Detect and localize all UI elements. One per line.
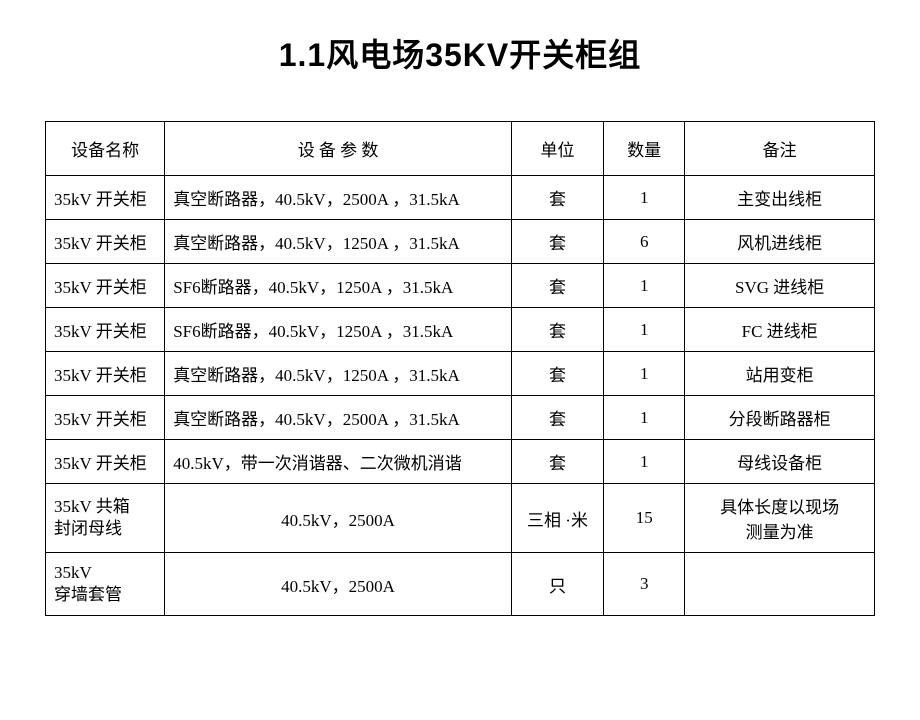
cell-quantity: 3 <box>604 553 685 616</box>
cell-quantity: 1 <box>604 308 685 352</box>
equipment-table: 设备名称 设 备 参 数 单位 数量 备注 35kV 开关柜真空断路器，40.5… <box>45 121 875 616</box>
cell-equipment-name: 35kV 开关柜 <box>46 352 165 396</box>
cell-unit: 套 <box>511 396 603 440</box>
cell-unit: 三相 ·米 <box>511 484 603 553</box>
cell-remark: FC 进线柜 <box>685 308 875 352</box>
cell-quantity: 6 <box>604 220 685 264</box>
cell-parameters: 真空断路器，40.5kV，1250A ，31.5kA <box>165 220 512 264</box>
cell-unit: 套 <box>511 440 603 484</box>
cell-unit: 套 <box>511 220 603 264</box>
table-row: 35kV 共箱 封闭母线40.5kV，2500A三相 ·米15具体长度以现场 测… <box>46 484 875 553</box>
cell-unit: 套 <box>511 352 603 396</box>
cell-quantity: 1 <box>604 264 685 308</box>
col-header-name: 设备名称 <box>46 122 165 176</box>
cell-equipment-name: 35kV 开关柜 <box>46 440 165 484</box>
cell-equipment-name: 35kV 开关柜 <box>46 396 165 440</box>
cell-equipment-name: 35kV 开关柜 <box>46 264 165 308</box>
cell-parameters: 真空断路器，40.5kV，2500A ，31.5kA <box>165 176 512 220</box>
table-row: 35kV 开关柜SF6断路器，40.5kV，1250A ，31.5kA套1FC … <box>46 308 875 352</box>
cell-unit: 套 <box>511 264 603 308</box>
cell-quantity: 15 <box>604 484 685 553</box>
cell-quantity: 1 <box>604 440 685 484</box>
cell-equipment-name: 35kV 穿墙套管 <box>46 553 165 616</box>
cell-remark: SVG 进线柜 <box>685 264 875 308</box>
cell-parameters: 40.5kV，带一次消谐器、二次微机消谐 <box>165 440 512 484</box>
cell-remark <box>685 553 875 616</box>
cell-remark: 母线设备柜 <box>685 440 875 484</box>
cell-equipment-name: 35kV 共箱 封闭母线 <box>46 484 165 553</box>
col-header-remark: 备注 <box>685 122 875 176</box>
cell-unit: 套 <box>511 176 603 220</box>
table-row: 35kV 开关柜真空断路器，40.5kV，1250A ，31.5kA套1站用变柜 <box>46 352 875 396</box>
cell-remark: 具体长度以现场 测量为准 <box>685 484 875 553</box>
cell-parameters: 40.5kV，2500A <box>165 484 512 553</box>
cell-equipment-name: 35kV 开关柜 <box>46 176 165 220</box>
table-body: 35kV 开关柜真空断路器，40.5kV，2500A ，31.5kA套1主变出线… <box>46 176 875 616</box>
cell-remark: 站用变柜 <box>685 352 875 396</box>
cell-remark: 主变出线柜 <box>685 176 875 220</box>
cell-remark: 风机进线柜 <box>685 220 875 264</box>
cell-quantity: 1 <box>604 352 685 396</box>
table-row: 35kV 开关柜真空断路器，40.5kV，2500A ，31.5kA套1分段断路… <box>46 396 875 440</box>
table-header-row: 设备名称 设 备 参 数 单位 数量 备注 <box>46 122 875 176</box>
cell-parameters: 真空断路器，40.5kV，2500A ，31.5kA <box>165 396 512 440</box>
col-header-params: 设 备 参 数 <box>165 122 512 176</box>
cell-unit: 套 <box>511 308 603 352</box>
table-row: 35kV 开关柜SF6断路器，40.5kV，1250A ，31.5kA套1SVG… <box>46 264 875 308</box>
cell-parameters: SF6断路器，40.5kV，1250A ，31.5kA <box>165 264 512 308</box>
cell-remark: 分段断路器柜 <box>685 396 875 440</box>
cell-parameters: 真空断路器，40.5kV，1250A ，31.5kA <box>165 352 512 396</box>
cell-unit: 只 <box>511 553 603 616</box>
page-title: 1.1风电场35KV开关柜组 <box>0 30 920 76</box>
cell-quantity: 1 <box>604 176 685 220</box>
cell-quantity: 1 <box>604 396 685 440</box>
table-row: 35kV 开关柜真空断路器，40.5kV，2500A ，31.5kA套1主变出线… <box>46 176 875 220</box>
col-header-unit: 单位 <box>511 122 603 176</box>
cell-parameters: SF6断路器，40.5kV，1250A ，31.5kA <box>165 308 512 352</box>
cell-equipment-name: 35kV 开关柜 <box>46 308 165 352</box>
col-header-qty: 数量 <box>604 122 685 176</box>
table-row: 35kV 开关柜40.5kV，带一次消谐器、二次微机消谐套1母线设备柜 <box>46 440 875 484</box>
table-row: 35kV 开关柜真空断路器，40.5kV，1250A ，31.5kA套6风机进线… <box>46 220 875 264</box>
cell-equipment-name: 35kV 开关柜 <box>46 220 165 264</box>
equipment-table-container: 设备名称 设 备 参 数 单位 数量 备注 35kV 开关柜真空断路器，40.5… <box>0 121 920 616</box>
cell-parameters: 40.5kV，2500A <box>165 553 512 616</box>
table-row: 35kV 穿墙套管40.5kV，2500A只3 <box>46 553 875 616</box>
